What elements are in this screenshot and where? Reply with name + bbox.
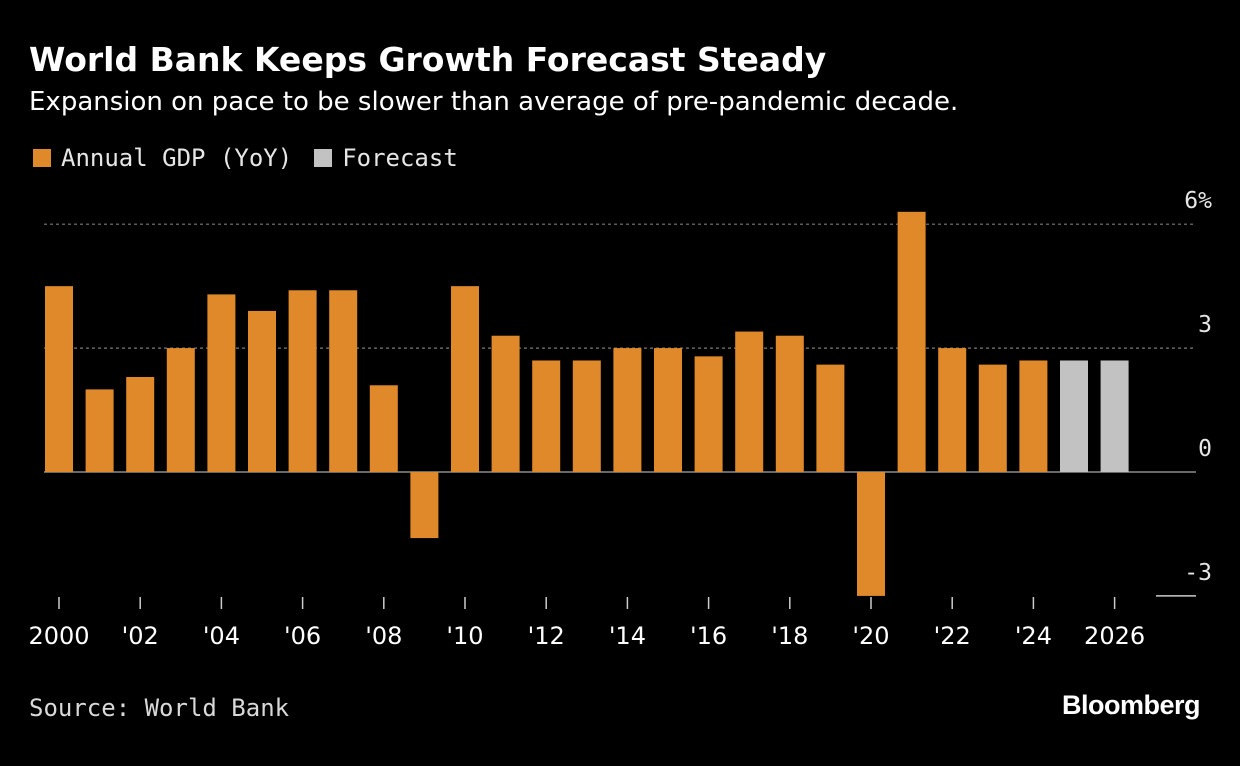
bar-actual bbox=[329, 290, 358, 472]
legend: Annual GDP (YoY) Forecast bbox=[33, 142, 480, 174]
bar-actual bbox=[248, 310, 276, 472]
legend-swatch-actual bbox=[33, 149, 51, 167]
axes: 6% 3 0 -3 2000 '02 '04 '06 '08 '10 '12 '14 '16 '18 '20… bbox=[28, 188, 1212, 650]
chart-subtitle: Expansion on pace to be slower than aver… bbox=[29, 87, 959, 117]
x-tick-label: '10 bbox=[446, 622, 483, 650]
bar-actual bbox=[857, 472, 885, 596]
bloomberg-logo: Bloomberg bbox=[1061, 690, 1201, 720]
bar-actual bbox=[613, 348, 642, 472]
bar-actual bbox=[207, 294, 236, 472]
bar-actual bbox=[1019, 360, 1048, 472]
legend-item-forecast: Forecast bbox=[314, 142, 458, 174]
x-tick-label: '14 bbox=[609, 622, 646, 650]
legend-item-actual: Annual GDP (YoY) bbox=[33, 142, 292, 174]
bar-actual bbox=[369, 385, 398, 472]
legend-label-actual: Annual GDP (YoY) bbox=[61, 144, 293, 172]
bar-actual bbox=[85, 389, 114, 472]
bar-actual bbox=[572, 360, 601, 472]
bar-actual bbox=[938, 348, 967, 472]
legend-swatch-forecast bbox=[314, 149, 333, 167]
bar-actual bbox=[451, 286, 479, 472]
bar-actual bbox=[654, 348, 682, 472]
bar-actual bbox=[166, 348, 195, 472]
bars bbox=[45, 211, 1129, 596]
x-tick-label: '08 bbox=[365, 622, 402, 650]
x-tick-label: '16 bbox=[690, 622, 727, 650]
legend-label-forecast: Forecast bbox=[342, 144, 458, 172]
x-tick-label: '06 bbox=[284, 622, 321, 650]
x-tick-label: '02 bbox=[122, 622, 159, 650]
bar-actual bbox=[775, 335, 804, 472]
x-tick-label: '24 bbox=[1015, 622, 1052, 650]
source-note: Source: World Bank bbox=[29, 694, 290, 722]
bar-actual bbox=[532, 360, 561, 472]
bar-actual bbox=[126, 377, 155, 472]
chart-title: World Bank Keeps Growth Forecast Steady bbox=[29, 40, 827, 79]
x-tick-label: 2026 bbox=[1084, 622, 1145, 650]
y-tick-label: 3 bbox=[1198, 312, 1212, 338]
bar-actual bbox=[978, 364, 1007, 472]
bar-actual bbox=[288, 290, 317, 472]
bar-chart: 6% 3 0 -3 2000 '02 '04 '06 '08 '10 '12 '14 '16 '18 '20… bbox=[28, 188, 1212, 650]
bar-actual bbox=[45, 286, 73, 472]
x-tick-label: '20 bbox=[852, 622, 889, 650]
bar-actual bbox=[897, 211, 926, 472]
x-tick-label: '22 bbox=[934, 622, 971, 650]
bar-actual bbox=[694, 356, 723, 472]
y-tick-label: -3 bbox=[1184, 560, 1212, 586]
x-tick-label: 2000 bbox=[28, 622, 89, 650]
bar-actual bbox=[735, 331, 764, 472]
x-tick-label: '04 bbox=[203, 622, 240, 650]
bar-forecast bbox=[1060, 360, 1088, 472]
x-tick-label: '12 bbox=[528, 622, 565, 650]
bar-actual bbox=[816, 364, 845, 472]
bar-actual bbox=[410, 472, 439, 539]
x-tick-label: '18 bbox=[771, 622, 808, 650]
bar-forecast bbox=[1100, 360, 1129, 472]
bar-actual bbox=[491, 335, 520, 472]
y-tick-label: 6% bbox=[1184, 188, 1212, 214]
y-tick-label: 0 bbox=[1198, 436, 1212, 462]
